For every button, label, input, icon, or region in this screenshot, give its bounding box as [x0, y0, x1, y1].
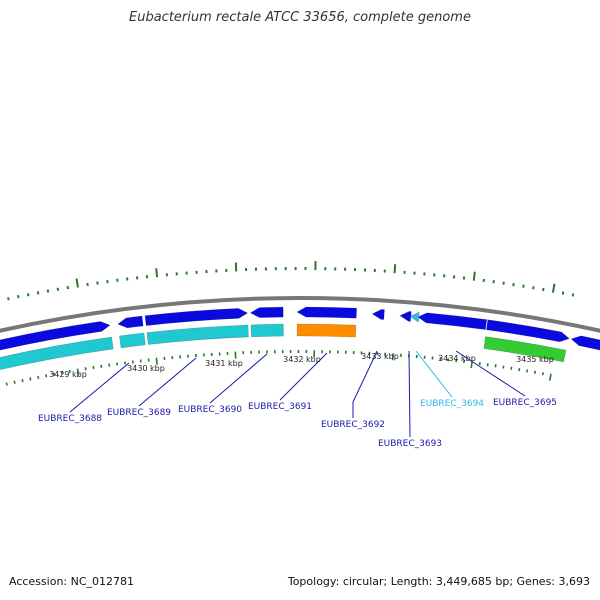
gene-label[interactable]: EUBREC_3688	[38, 414, 102, 424]
gene-label[interactable]: EUBREC_3695	[493, 398, 557, 408]
scale-tick-mark	[68, 369, 71, 374]
gene-label[interactable]: EUBREC_3689	[107, 408, 171, 418]
scale-tick-mark	[533, 370, 537, 374]
outer-tick-mark	[16, 295, 20, 299]
scale-tick-mark	[5, 382, 8, 386]
map-title: Eubacterium rectale ATCC 33656, complete…	[129, 10, 471, 25]
outer-tick-mark	[75, 278, 79, 288]
forward-gene-segment	[417, 312, 488, 330]
scale-label: 3434 kbp	[438, 354, 476, 363]
forward-gene-segment	[144, 308, 249, 326]
scale-tick-mark	[37, 375, 40, 379]
gene-label[interactable]: EUBREC_3692	[321, 420, 385, 430]
outer-tick-mark	[26, 293, 30, 297]
outer-tick-mark	[393, 264, 397, 274]
scale-tick-mark	[548, 373, 552, 381]
scale-tick-mark	[21, 378, 24, 383]
label-leader-line	[408, 350, 411, 438]
scale-label: 3432 kbp	[283, 355, 321, 364]
feature-segment	[483, 336, 567, 363]
scale-label: 3433 kbp	[361, 352, 399, 361]
label-leader-line	[352, 350, 378, 418]
label-leader-line	[415, 350, 453, 398]
scale-tick-mark	[45, 374, 48, 378]
scale-tick-mark	[76, 368, 80, 376]
forward-gene-segment	[570, 335, 600, 351]
rna-gene-segment	[296, 323, 357, 338]
outer-tick-mark	[7, 297, 10, 301]
outer-tick-mark	[571, 293, 575, 297]
genome-summary-text: Topology: circular; Length: 3,449,685 bp…	[287, 575, 590, 588]
gene-label[interactable]: EUBREC_3691	[248, 402, 312, 412]
label-leader-line	[69, 362, 130, 413]
gene-label[interactable]: EUBREC_3690	[178, 405, 242, 415]
cds-segment	[146, 324, 249, 345]
cds-segment	[119, 332, 146, 349]
scale-label: 3431 kbp	[205, 359, 243, 368]
outer-tick-mark	[472, 271, 476, 281]
scale-tick-mark	[60, 371, 63, 375]
scale-label: 3429 kbp	[49, 370, 87, 379]
scale-tick-mark	[541, 372, 544, 376]
outer-tick-mark	[542, 287, 545, 292]
forward-gene-segment	[117, 315, 144, 329]
forward-gene-segment	[371, 309, 385, 320]
gene-label[interactable]: EUBREC_3694	[420, 399, 484, 409]
scale-tick-mark	[470, 360, 473, 369]
forward-gene-segment	[0, 321, 111, 351]
forward-gene-segment	[486, 319, 570, 343]
highlighted-gene-segment	[409, 311, 420, 323]
scale-tick-mark	[155, 357, 158, 365]
outer-tick-mark	[56, 287, 60, 291]
label-leader-line	[279, 352, 328, 401]
label-leader-line	[138, 357, 197, 407]
cds-segment	[0, 336, 114, 370]
scale-tick-mark	[526, 369, 529, 373]
scale-label: 3435 kbp	[516, 355, 554, 364]
forward-gene-segment	[249, 306, 284, 318]
forward-gene-segment	[296, 306, 357, 319]
label-leader-line	[455, 350, 526, 397]
scale-tick-mark	[29, 377, 32, 381]
outer-tick-mark	[551, 283, 556, 293]
outer-tick-mark	[36, 291, 40, 295]
scale-label: 3430 kbp	[127, 364, 165, 373]
cds-segment	[250, 323, 284, 338]
outer-tick-mark	[561, 291, 565, 295]
scale-tick-mark	[52, 372, 56, 376]
genome-backbone	[0, 296, 600, 333]
accession-text: Accession: NC_012781	[9, 575, 135, 588]
outer-tick-mark	[46, 289, 50, 293]
scale-tick-mark	[13, 380, 16, 384]
label-leader-line	[209, 353, 268, 404]
outer-tick-mark	[155, 268, 159, 278]
gene-label[interactable]: EUBREC_3693	[378, 439, 442, 449]
